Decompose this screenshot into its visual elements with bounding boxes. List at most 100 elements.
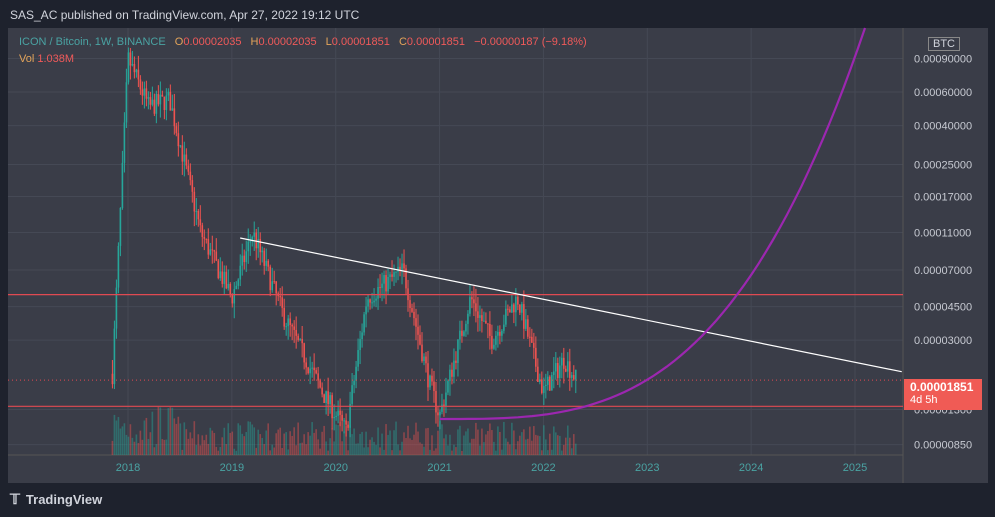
candle-body: [365, 306, 367, 315]
volume-bar: [469, 442, 471, 455]
volume-bar: [245, 432, 248, 455]
candle-body: [247, 241, 250, 252]
candle-body: [363, 314, 365, 333]
candle-body: [441, 404, 443, 412]
candle-body: [469, 297, 471, 314]
candle-body: [127, 52, 130, 83]
candle-body: [145, 88, 148, 99]
candle-body: [447, 380, 449, 393]
volume-bar: [515, 449, 517, 455]
candle-body: [423, 356, 425, 362]
candle-body: [566, 361, 569, 372]
candle-body: [445, 392, 447, 407]
volume-bar: [267, 423, 270, 455]
candle-body: [269, 266, 272, 291]
candle-body: [433, 381, 435, 392]
candle-body: [485, 320, 487, 324]
volume-bar: [511, 422, 513, 455]
volume-bar: [519, 435, 521, 455]
volume-bar: [123, 423, 126, 455]
volume-bar: [401, 441, 403, 455]
candle-body: [317, 373, 319, 381]
volume-bar: [545, 439, 547, 455]
candle-body: [123, 122, 126, 163]
volume-bar: [477, 429, 479, 455]
legend-volume: Vol 1.038M: [19, 53, 74, 65]
candle-body: [237, 279, 240, 286]
candle-body: [207, 239, 210, 255]
footer-brand[interactable]: 𝕋 TradingView: [10, 491, 102, 508]
volume-bar: [359, 433, 361, 455]
volume-bar: [555, 432, 557, 455]
volume-bars: [111, 406, 577, 455]
volume-bar: [161, 439, 164, 455]
volume-bar: [293, 427, 295, 455]
volume-bar: [213, 432, 216, 455]
candle-body: [491, 335, 493, 349]
candle-body: [133, 64, 136, 73]
candle-body: [327, 391, 329, 405]
current-price-badge: 0.00001851 4d 5h: [904, 379, 982, 410]
candle-body: [303, 343, 305, 363]
candle-body: [559, 365, 561, 378]
chart-area[interactable]: [8, 28, 988, 483]
volume-bar: [333, 441, 335, 455]
candle-body: [311, 367, 313, 369]
candle-body: [165, 95, 168, 111]
candle-body: [529, 336, 531, 338]
candle-body: [203, 237, 206, 239]
volume-bar: [151, 411, 154, 455]
candle-body: [249, 241, 252, 243]
volume-bar: [441, 424, 443, 455]
volume-bar: [165, 439, 168, 455]
candle-body: [135, 69, 138, 73]
candle-body: [499, 331, 501, 336]
candle-body: [481, 315, 483, 322]
candle-body: [119, 207, 122, 246]
candle-body: [549, 376, 551, 391]
volume-bar: [133, 441, 136, 455]
candle-body: [263, 250, 266, 266]
volume-bar: [283, 433, 285, 455]
volume-bar: [509, 444, 511, 455]
y-tick-label: 0.00003000: [914, 335, 972, 347]
candle-body: [147, 97, 150, 99]
vol-label: Vol: [19, 53, 35, 65]
volume-bar: [187, 438, 190, 455]
candle-body: [205, 238, 208, 240]
candle-body: [121, 162, 124, 208]
volume-bar: [397, 444, 399, 455]
published-header: SAS_AC published on TradingView.com, Apr…: [10, 8, 360, 22]
candle-body: [561, 357, 563, 366]
volume-bar: [319, 448, 321, 455]
volume-bar: [111, 440, 114, 455]
candle-body: [257, 238, 260, 249]
candle-body: [483, 320, 485, 322]
volume-bar: [241, 433, 244, 455]
candle-body: [129, 52, 132, 66]
candle-body: [467, 313, 469, 324]
candle-body: [163, 96, 166, 111]
candle-body: [513, 304, 515, 313]
volume-bar: [341, 441, 343, 455]
volume-bar: [145, 417, 148, 455]
candle-body: [527, 319, 529, 337]
volume-bar: [227, 423, 230, 455]
candle-body: [553, 371, 555, 376]
candle-body: [371, 302, 373, 304]
volume-bar: [403, 432, 405, 455]
volume-bar: [275, 433, 277, 455]
currency-tag[interactable]: BTC: [928, 37, 960, 51]
candle-body: [279, 296, 281, 298]
candle-body: [409, 300, 411, 309]
candle-body: [375, 298, 377, 301]
volume-bar: [493, 441, 495, 455]
volume-bar: [279, 427, 281, 455]
volume-bar: [421, 443, 423, 455]
volume-bar: [219, 446, 222, 455]
volume-bar: [183, 422, 186, 455]
candle-body: [139, 79, 142, 90]
candle-body: [273, 281, 275, 283]
candle-body: [551, 375, 553, 391]
